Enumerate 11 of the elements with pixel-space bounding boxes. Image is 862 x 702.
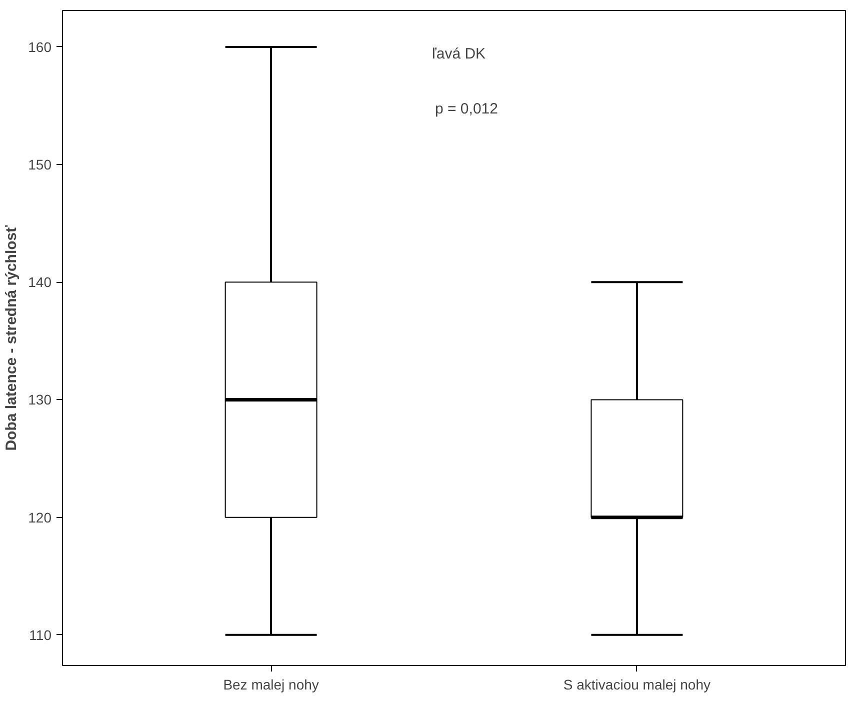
y-tick-label: 140 bbox=[28, 274, 52, 290]
x-tick-label: S aktivaciou malej nohy bbox=[563, 676, 710, 692]
y-axis-title: Doba latence - stredná rýchlosť bbox=[3, 224, 20, 451]
y-tick-label: 130 bbox=[28, 392, 52, 408]
y-tick-label: 160 bbox=[28, 38, 52, 55]
annotation: ľavá DK bbox=[432, 46, 486, 62]
y-tick-label: 120 bbox=[28, 509, 52, 526]
y-tick-label: 150 bbox=[28, 156, 52, 173]
x-tick-label: Bez malej nohy bbox=[223, 676, 319, 692]
y-tick-label: 110 bbox=[29, 626, 52, 643]
annotation: p = 0,012 bbox=[435, 100, 498, 118]
